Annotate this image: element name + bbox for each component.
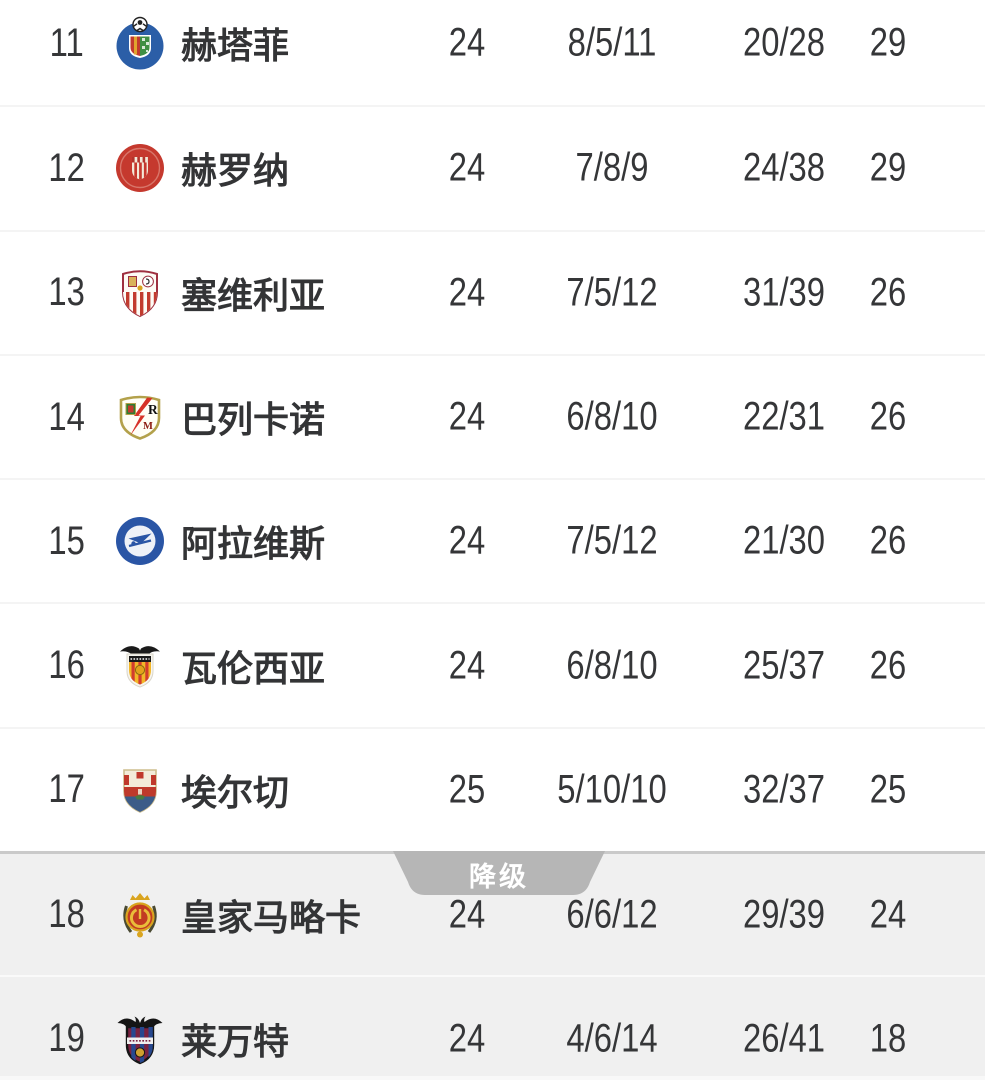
points: 29 (869, 145, 907, 190)
goals-for-against: 31/39 (742, 270, 826, 315)
rank: 15 (48, 518, 85, 563)
team-name: 莱万特 (181, 1020, 290, 1062)
rank: 13 (48, 270, 85, 315)
rayo-vallecano-crest-icon: R M (112, 389, 168, 445)
win-draw-loss: 4/6/14 (566, 1016, 658, 1061)
mallorca-crest-icon (112, 887, 168, 943)
goals-for-against: 21/30 (742, 518, 826, 563)
relegation-tab-shape-icon (393, 851, 605, 896)
matches-played: 24 (448, 145, 486, 190)
rank: 12 (48, 145, 85, 190)
table-row[interactable]: 12 赫罗纳 24 7/8/9 24/38 29 (0, 105, 985, 230)
table-row[interactable]: 11 赫塔菲 24 8/5/11 20/28 29 (0, 0, 985, 106)
sevilla-crest-icon (112, 265, 168, 321)
table-row[interactable]: 降级 18 皇家马略卡 24 6/6/12 29/39 24 (0, 851, 985, 976)
team-name: 赫罗纳 (181, 150, 290, 192)
points: 29 (869, 20, 907, 65)
girona-crest-icon (112, 140, 168, 196)
valencia-crest-icon (112, 638, 168, 694)
points: 18 (869, 1016, 907, 1061)
win-draw-loss: 7/8/9 (575, 145, 649, 190)
matches-played: 24 (448, 1016, 486, 1061)
matches-played: 24 (448, 270, 486, 315)
getafe-crest-icon (112, 15, 168, 71)
rank: 18 (48, 892, 85, 937)
table-row[interactable]: 14 R M 巴列卡诺 24 6/8/10 22/31 26 (0, 353, 985, 479)
goals-for-against: 20/28 (742, 20, 826, 65)
goals-for-against: 25/37 (742, 643, 826, 688)
rank: 17 (48, 767, 85, 812)
win-draw-loss: 6/8/10 (566, 643, 658, 688)
matches-played: 24 (448, 643, 486, 688)
team-name: 巴列卡诺 (181, 399, 326, 441)
team-name: 塞维利亚 (181, 274, 326, 316)
win-draw-loss: 8/5/11 (567, 20, 657, 65)
points: 26 (869, 518, 907, 563)
points: 26 (869, 643, 907, 688)
team-name: 阿拉维斯 (181, 523, 326, 565)
table-row[interactable]: 17 埃尔切 25 5/10/10 32/37 25 (0, 726, 985, 852)
team-name: 埃尔切 (181, 771, 290, 813)
goals-for-against: 26/41 (742, 1016, 826, 1061)
rank: 19 (48, 1016, 85, 1061)
rank: 16 (48, 643, 85, 688)
matches-played: 24 (448, 394, 486, 439)
team-name: 赫塔菲 (181, 25, 290, 67)
alaves-crest-icon (112, 513, 168, 569)
win-draw-loss: 7/5/12 (566, 518, 658, 563)
win-draw-loss: 6/8/10 (566, 394, 658, 439)
levante-crest-icon (112, 1011, 168, 1067)
matches-played: 24 (448, 518, 486, 563)
matches-played: 24 (448, 892, 486, 937)
points: 26 (869, 270, 907, 315)
win-draw-loss: 7/5/12 (566, 270, 658, 315)
points: 25 (869, 767, 907, 812)
goals-for-against: 22/31 (742, 394, 826, 439)
team-name: 皇家马略卡 (181, 896, 362, 938)
team-name: 瓦伦西亚 (181, 647, 326, 689)
goals-for-against: 29/39 (742, 892, 826, 937)
points: 26 (869, 394, 907, 439)
win-draw-loss: 5/10/10 (557, 767, 667, 812)
matches-played: 25 (448, 767, 486, 812)
relegation-zone-tab: 降级 (393, 851, 605, 896)
svg-text:R: R (148, 402, 158, 417)
goals-for-against: 32/37 (742, 767, 826, 812)
elche-crest-icon (112, 762, 168, 818)
table-row[interactable]: 19 莱万特 24 4/6/14 26/41 18 (0, 975, 985, 1080)
table-row[interactable]: 13 塞维利亚 24 7/5/12 31/3 (0, 229, 985, 354)
matches-played: 24 (448, 20, 486, 65)
rank: 11 (49, 20, 84, 65)
win-draw-loss: 6/6/12 (566, 892, 658, 937)
table-row[interactable]: 15 阿拉维斯 24 7/5/12 21/30 26 (0, 478, 985, 603)
bottom-divider (0, 1076, 985, 1080)
points: 24 (869, 892, 907, 937)
svg-text:M: M (143, 421, 153, 432)
relegation-label: 降级 (469, 862, 529, 893)
goals-for-against: 24/38 (742, 145, 826, 190)
rank: 14 (48, 394, 85, 439)
table-row[interactable]: 16 瓦伦西亚 24 6/8/10 25/37 26 (0, 602, 985, 727)
